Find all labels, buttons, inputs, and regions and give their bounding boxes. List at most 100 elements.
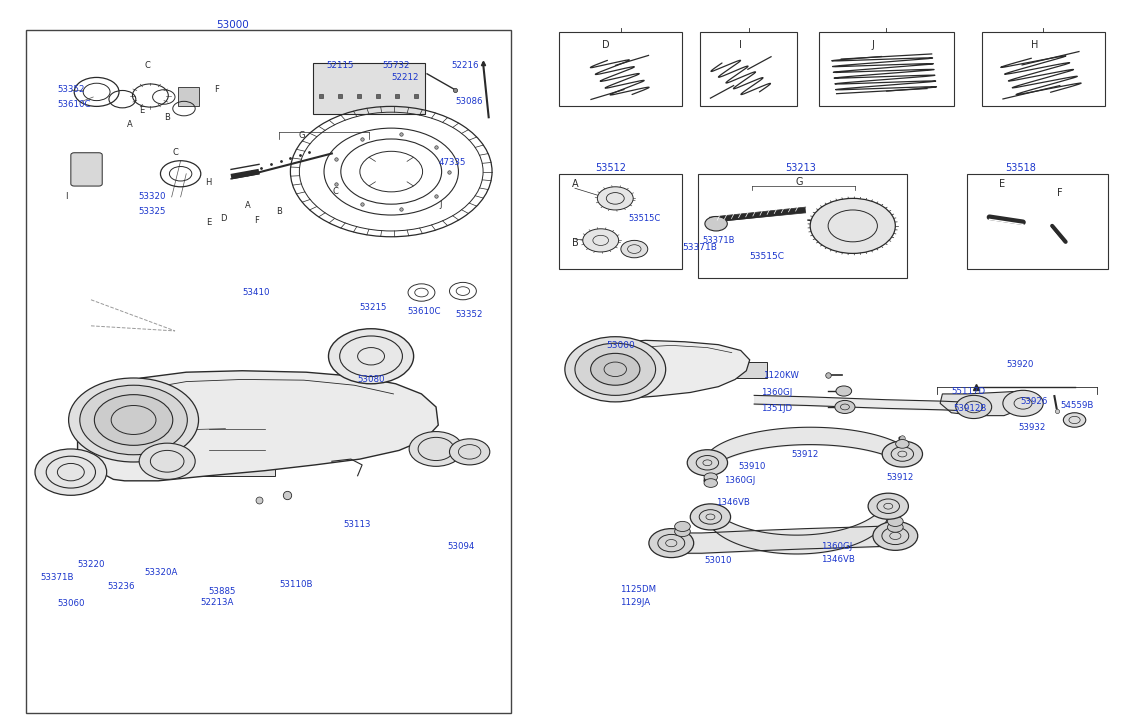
- Text: 53060: 53060: [57, 600, 85, 608]
- Circle shape: [675, 526, 691, 537]
- Text: 53000: 53000: [606, 341, 636, 350]
- Text: 53352: 53352: [455, 310, 483, 318]
- Text: I: I: [739, 40, 742, 50]
- Circle shape: [1003, 390, 1043, 417]
- Text: B: B: [276, 207, 282, 216]
- Circle shape: [575, 343, 656, 395]
- Circle shape: [1063, 413, 1086, 427]
- Text: A: A: [572, 179, 578, 189]
- Text: J: J: [871, 40, 875, 50]
- Text: 1346VB: 1346VB: [821, 555, 856, 563]
- Text: 1360GJ: 1360GJ: [821, 542, 852, 550]
- Text: A: A: [245, 201, 250, 210]
- Text: 53352: 53352: [57, 85, 85, 95]
- Text: 53080: 53080: [357, 375, 385, 384]
- Text: 53518: 53518: [1005, 163, 1037, 173]
- Circle shape: [69, 378, 199, 462]
- Text: 53912B: 53912B: [953, 404, 987, 413]
- Text: 53220: 53220: [77, 561, 106, 569]
- Text: 1125DM: 1125DM: [620, 585, 656, 594]
- Text: 53094: 53094: [447, 542, 475, 550]
- Text: 53410: 53410: [243, 288, 270, 297]
- Circle shape: [836, 386, 851, 396]
- Text: 47335: 47335: [438, 158, 466, 166]
- Text: F: F: [1057, 188, 1062, 198]
- Circle shape: [956, 395, 992, 419]
- Text: 52216: 52216: [451, 60, 480, 70]
- Circle shape: [810, 198, 895, 254]
- Circle shape: [883, 441, 922, 467]
- Text: 53000: 53000: [217, 20, 249, 30]
- Text: 53110B: 53110B: [280, 580, 312, 589]
- Text: F: F: [214, 85, 219, 95]
- Circle shape: [896, 440, 910, 449]
- Polygon shape: [77, 371, 438, 481]
- Text: 53010: 53010: [705, 556, 732, 565]
- Circle shape: [449, 439, 490, 465]
- Text: 1346VB: 1346VB: [716, 498, 750, 507]
- Text: F: F: [255, 216, 259, 225]
- Text: 1351JD: 1351JD: [761, 404, 792, 413]
- FancyBboxPatch shape: [313, 63, 424, 113]
- Text: G: G: [299, 131, 304, 140]
- Circle shape: [704, 478, 718, 487]
- Text: C: C: [332, 187, 338, 196]
- Circle shape: [868, 493, 909, 519]
- Text: 52212: 52212: [391, 73, 419, 82]
- Circle shape: [705, 217, 728, 231]
- Text: 53932: 53932: [1019, 422, 1046, 432]
- Text: 53215: 53215: [359, 302, 387, 311]
- Text: 53885: 53885: [209, 587, 236, 596]
- Text: 1360GJ: 1360GJ: [724, 476, 755, 486]
- Circle shape: [834, 401, 855, 414]
- Circle shape: [80, 385, 188, 455]
- Text: 53325: 53325: [138, 207, 165, 216]
- Text: E: E: [206, 218, 211, 227]
- Text: 55117D: 55117D: [951, 387, 986, 395]
- Circle shape: [35, 449, 107, 495]
- Text: 53371B: 53371B: [683, 243, 718, 252]
- Text: 53371B: 53371B: [40, 573, 74, 582]
- Polygon shape: [940, 391, 1032, 416]
- Circle shape: [704, 473, 718, 481]
- Circle shape: [873, 521, 917, 550]
- Text: 53515C: 53515C: [750, 252, 785, 261]
- Text: 1360GJ: 1360GJ: [761, 388, 792, 397]
- Text: H: H: [206, 178, 212, 187]
- Text: J: J: [439, 200, 441, 209]
- Circle shape: [94, 395, 173, 446]
- Text: 53512: 53512: [595, 163, 627, 173]
- Text: G: G: [795, 177, 803, 188]
- Circle shape: [691, 504, 731, 530]
- Polygon shape: [573, 340, 750, 398]
- Text: 53910: 53910: [739, 462, 766, 471]
- Text: 53912: 53912: [886, 473, 914, 483]
- Circle shape: [597, 187, 633, 210]
- Text: A: A: [127, 120, 134, 129]
- Text: 54559B: 54559B: [1060, 401, 1094, 410]
- FancyBboxPatch shape: [736, 362, 767, 378]
- Circle shape: [887, 516, 903, 526]
- Text: B: B: [572, 238, 578, 249]
- Text: E: E: [139, 105, 144, 115]
- Text: 53086: 53086: [455, 97, 483, 106]
- Text: C: C: [172, 148, 177, 156]
- FancyBboxPatch shape: [194, 409, 275, 475]
- Text: H: H: [1031, 40, 1038, 50]
- Text: 52213A: 52213A: [201, 598, 235, 607]
- Text: 1120KW: 1120KW: [764, 371, 800, 380]
- Text: 53236: 53236: [108, 582, 135, 591]
- Text: D: D: [220, 214, 227, 223]
- Circle shape: [329, 329, 413, 384]
- Text: 53213: 53213: [786, 163, 816, 173]
- Text: C: C: [144, 60, 150, 70]
- Text: 53926: 53926: [1021, 397, 1048, 406]
- Circle shape: [649, 529, 694, 558]
- FancyBboxPatch shape: [71, 153, 102, 186]
- Text: 53515C: 53515C: [629, 214, 661, 223]
- Text: 1129JA: 1129JA: [620, 598, 650, 607]
- Text: 53610C: 53610C: [407, 307, 440, 316]
- Circle shape: [621, 241, 648, 258]
- Circle shape: [675, 521, 691, 531]
- Text: 53912: 53912: [791, 449, 819, 459]
